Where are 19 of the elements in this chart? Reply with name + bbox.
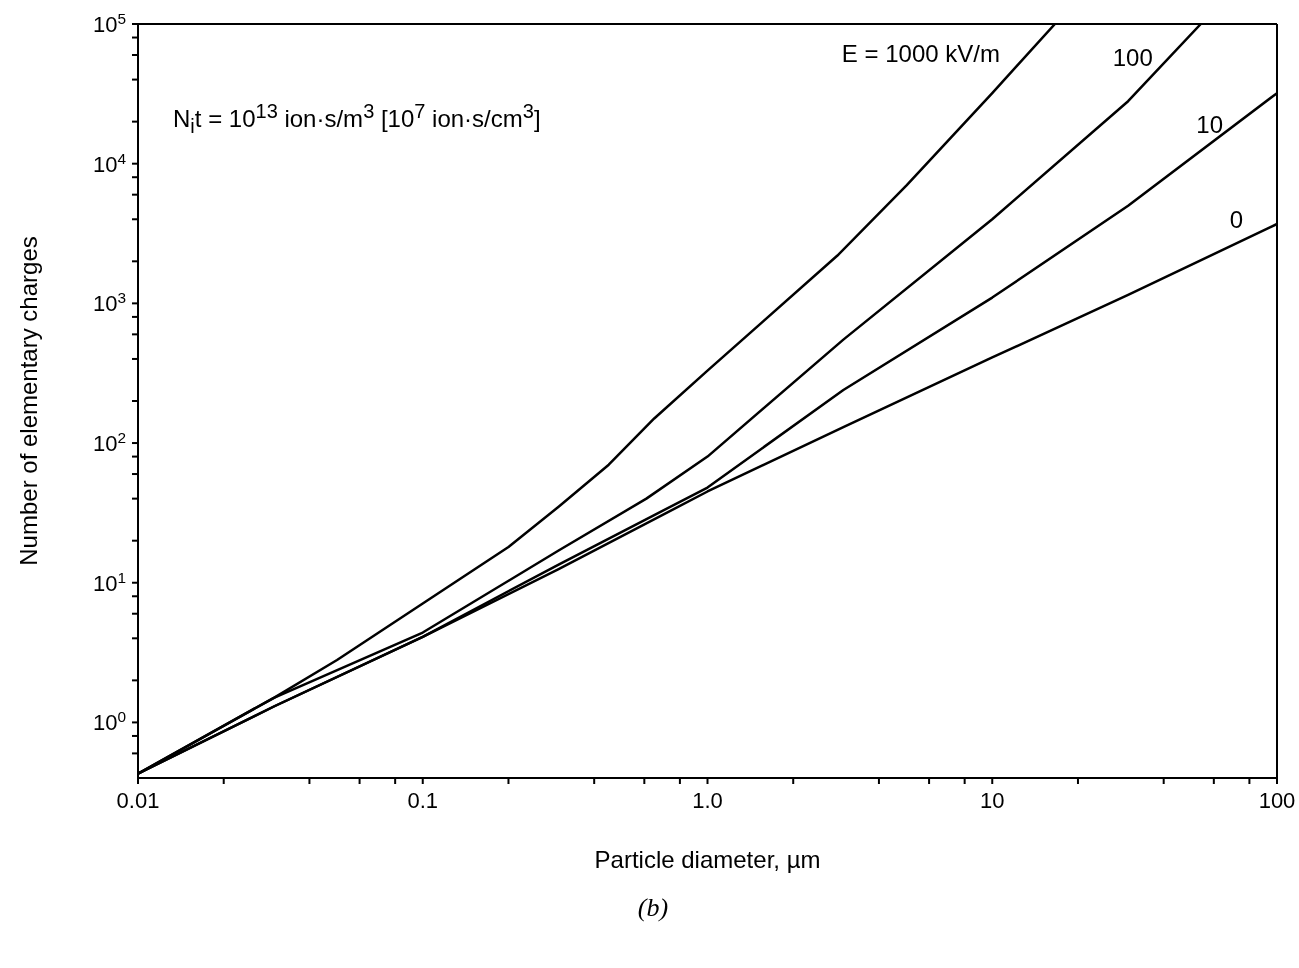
x-tick-label: 0.1 bbox=[407, 788, 439, 813]
y-tick-label: 10$^{4}$ bbox=[92, 149, 127, 177]
text: (b) bbox=[636, 893, 670, 923]
series-label: 10 bbox=[1196, 111, 1223, 139]
y-tick-label: 10$^{0}$ bbox=[92, 707, 126, 736]
x-tick-label: 0.01 bbox=[116, 788, 160, 813]
y-tick-label: 10$^{3}$ bbox=[92, 288, 126, 317]
x-tick-label: 1.0 bbox=[692, 788, 723, 813]
y-tick-label: 10$^{2}$ bbox=[92, 428, 126, 457]
series-label: E = 1000 kV/m bbox=[841, 40, 1000, 67]
series-label: 100 bbox=[1112, 44, 1153, 71]
text: N$_{i}$t = 10$^{13}$ ion·s/m$^{3}$ [10$^{7}$ ion·s/cm$^{3}$] bbox=[173, 100, 541, 137]
series-label: 0 bbox=[1229, 206, 1243, 233]
x-tick-label: 100 bbox=[1258, 788, 1296, 813]
y-tick-label: 10$^{5}$ bbox=[92, 9, 126, 37]
x-axis-title: Particle diameter, µm bbox=[594, 846, 821, 873]
y-tick-label: 10$^{1}$ bbox=[92, 568, 126, 596]
x-tick-label: 10 bbox=[980, 788, 1005, 813]
y-axis-title: Number of elementary charges bbox=[14, 236, 42, 566]
